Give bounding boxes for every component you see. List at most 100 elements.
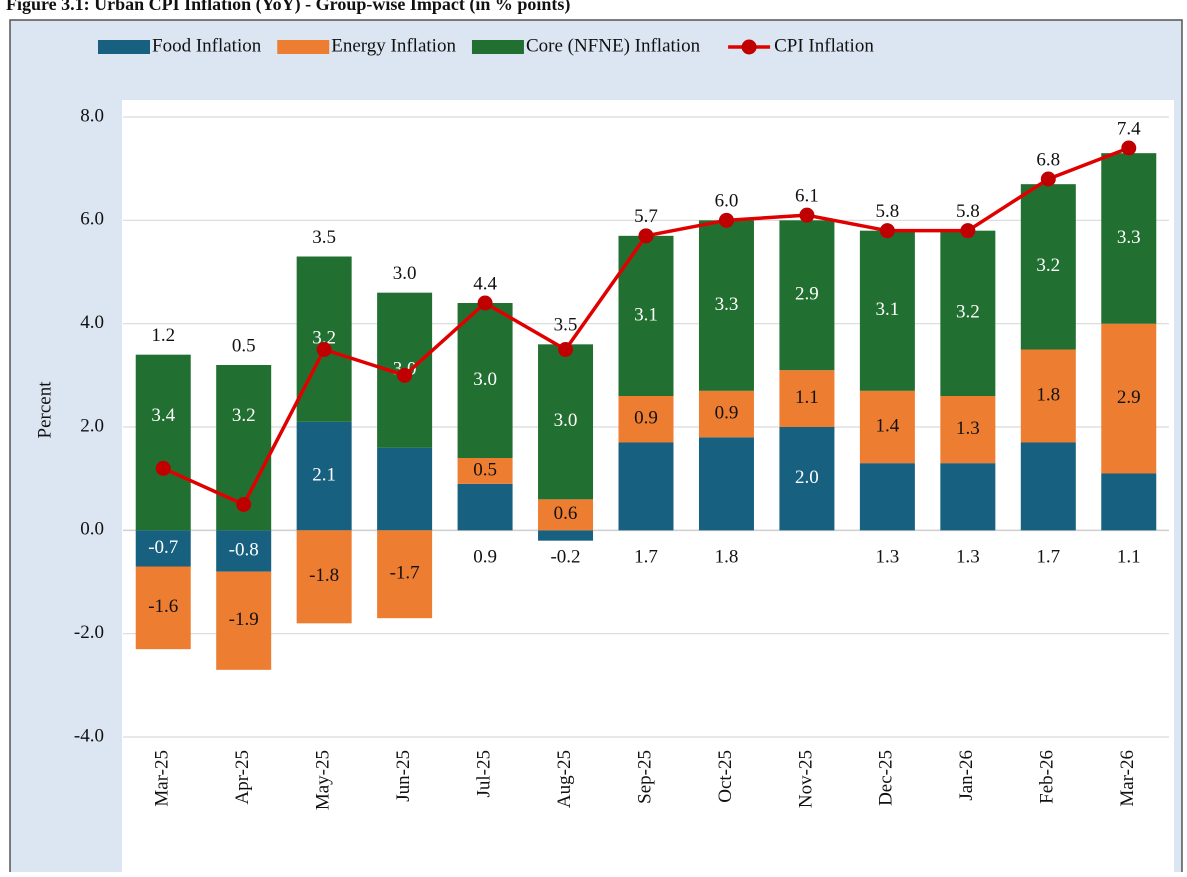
data-label: 0.5	[232, 335, 256, 356]
data-label: 6.8	[1036, 149, 1060, 170]
y-tick-label: 4.0	[80, 312, 104, 333]
bar-segment	[618, 442, 674, 531]
data-label: 3.2	[312, 328, 336, 349]
x-tick-label: Jul-25	[473, 750, 494, 798]
bar-segment	[135, 530, 191, 567]
x-tick-label: Jan-26	[956, 750, 977, 801]
line-marker	[638, 228, 654, 244]
bar-segment	[940, 396, 996, 464]
bar-segment	[859, 390, 915, 464]
bar-segment	[296, 256, 352, 422]
data-label: 1.2	[151, 325, 175, 346]
line-marker	[718, 212, 734, 228]
legend-label: CPI Inflation	[774, 35, 874, 56]
bar-segment	[296, 530, 352, 624]
y-tick-label: 2.0	[80, 415, 104, 436]
x-tick-label: Mar-26	[1117, 750, 1138, 807]
line-marker	[558, 342, 574, 357]
bar-segment	[779, 370, 835, 427]
bar-segment	[135, 566, 191, 650]
data-label: 3.0	[473, 369, 497, 390]
data-label: 0.9	[634, 408, 658, 429]
y-tick-label: 8.0	[80, 105, 104, 126]
y-axis-label: Percent	[34, 381, 55, 439]
x-tick-label: May-25	[313, 750, 334, 810]
y-tick-label: 6.0	[80, 209, 104, 230]
x-tick-label: Apr-25	[232, 750, 253, 805]
bar-segment	[779, 427, 835, 531]
line-marker	[236, 497, 252, 512]
chart-title: Figure 3.1: Urban CPI Inflation (YoY) - …	[6, 0, 570, 15]
data-label: 3.2	[956, 302, 980, 323]
data-label: 3.2	[1036, 255, 1060, 276]
x-tick-label: Jun-25	[393, 750, 414, 802]
data-label: 3.0	[554, 410, 578, 431]
data-label: 0.6	[554, 503, 578, 524]
line-marker	[155, 460, 171, 476]
data-label: 1.7	[1036, 547, 1060, 568]
data-label: 3.3	[715, 294, 739, 315]
data-label: 3.5	[554, 315, 578, 336]
data-label: 3.4	[151, 405, 175, 426]
data-label: 1.3	[876, 547, 900, 568]
legend-swatch	[741, 39, 757, 55]
data-label: 6.1	[795, 186, 819, 207]
bar-segment	[216, 571, 272, 670]
data-label: 1.8	[1036, 384, 1060, 405]
line-marker	[879, 223, 895, 239]
bar-segment	[377, 447, 433, 531]
line-marker	[960, 223, 976, 239]
bar-segment	[698, 220, 754, 391]
data-label: -0.7	[148, 537, 178, 558]
legend-swatch	[471, 40, 524, 54]
bar-segment	[538, 344, 594, 500]
data-label: 1.3	[956, 547, 980, 568]
data-label: -0.2	[550, 547, 580, 568]
line-marker	[316, 342, 332, 357]
bar-segment	[377, 530, 433, 619]
data-label: 3.2	[232, 405, 256, 426]
data-label: 2.9	[1117, 387, 1141, 408]
data-label: 1.1	[1117, 547, 1141, 568]
bar-segment	[216, 530, 272, 572]
legend-swatch	[98, 40, 150, 54]
data-label: 1.4	[876, 415, 900, 436]
line-marker	[1121, 140, 1137, 156]
bar-segment	[1020, 184, 1076, 350]
x-tick-label: Nov-25	[795, 750, 816, 808]
data-label: 3.3	[1117, 227, 1141, 248]
bar-segment	[618, 396, 674, 443]
data-label: -0.8	[229, 539, 259, 560]
bar-segment	[859, 463, 915, 531]
x-tick-label: Feb-26	[1037, 750, 1058, 804]
data-label: 5.8	[876, 201, 900, 222]
data-label: 1.8	[715, 547, 739, 568]
y-tick-label: -2.0	[74, 622, 104, 643]
data-label: -1.9	[229, 609, 259, 630]
bar-segment	[940, 463, 996, 531]
data-label: -1.6	[148, 596, 178, 617]
data-label: 2.0	[795, 467, 819, 488]
data-label: 0.9	[473, 547, 497, 568]
data-label: 0.5	[473, 459, 497, 480]
y-tick-label: -4.0	[74, 725, 104, 746]
bar-segment	[135, 354, 191, 531]
bar-segment	[457, 458, 513, 484]
x-tick-label: Oct-25	[715, 750, 736, 803]
data-label: -1.7	[390, 563, 420, 584]
legend-swatch	[277, 40, 330, 54]
line-marker	[799, 207, 815, 223]
line-marker	[1040, 171, 1056, 187]
bar-segment	[1101, 473, 1157, 531]
bar-segment	[1020, 349, 1076, 443]
legend-label: Energy Inflation	[331, 35, 456, 56]
legend-label: Food Inflation	[152, 35, 262, 56]
data-label: 2.1	[312, 464, 336, 485]
data-label: -1.8	[309, 565, 339, 586]
data-label: 3.1	[634, 304, 658, 325]
bar-segment	[538, 499, 594, 531]
data-label: 5.8	[956, 201, 980, 222]
data-label: 0.9	[715, 402, 739, 423]
x-tick-label: Sep-25	[634, 750, 655, 804]
